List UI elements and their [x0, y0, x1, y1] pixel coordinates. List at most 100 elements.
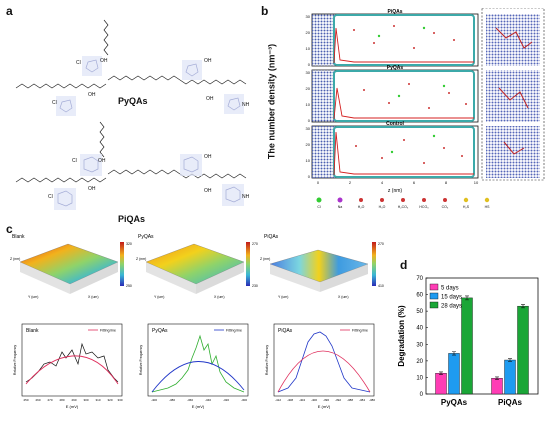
y-tick-label: 30	[416, 342, 423, 348]
svg-text:-380: -380	[369, 398, 375, 402]
svg-text:230: 230	[252, 284, 258, 288]
svg-text:250: 250	[126, 284, 132, 288]
x-category-label: PyQAs	[441, 398, 468, 407]
svg-text:-408: -408	[287, 398, 293, 402]
legend-swatch	[429, 301, 439, 309]
svg-text:0: 0	[308, 174, 311, 179]
group-oh: OH	[100, 58, 108, 64]
svg-text:-300: -300	[241, 398, 247, 402]
histogram-pyqas: PyQAs Fitting line E (mV) Relative Frequ…	[139, 323, 249, 409]
group-nh: NH	[242, 194, 250, 200]
svg-text:Z (nm): Z (nm)	[10, 257, 20, 261]
bars	[435, 295, 529, 395]
svg-text:-384: -384	[359, 398, 365, 402]
svg-text:Fitting line: Fitting line	[352, 329, 368, 333]
svg-text:-360: -360	[187, 398, 193, 402]
group-oh: OH	[206, 96, 214, 102]
svg-text:PiQAs: PiQAs	[278, 328, 293, 334]
svg-text:300: 300	[83, 398, 88, 402]
svg-text:20: 20	[306, 142, 311, 147]
panel-b-ylabel: The number density (nm⁻³)	[266, 43, 277, 160]
svg-text:Cl: Cl	[317, 205, 321, 209]
svg-text:E (mV): E (mV)	[318, 404, 331, 409]
svg-text:Blank: Blank	[26, 328, 39, 334]
svg-text:2: 2	[349, 180, 352, 185]
svg-text:Na: Na	[338, 205, 343, 209]
y-tick-label: 70	[416, 276, 423, 282]
svg-text:PiQAs: PiQAs	[264, 234, 279, 240]
sim-box-piqas	[311, 13, 479, 67]
svg-text:X (um): X (um)	[88, 295, 99, 299]
svg-text:-380: -380	[169, 398, 175, 402]
svg-text:4: 4	[381, 180, 384, 185]
legend-label: 5 days	[441, 286, 459, 292]
sim-box-control	[311, 125, 479, 179]
svg-text:Z (nm): Z (nm)	[136, 257, 146, 261]
svg-text:H₂CO₃: H₂CO₃	[398, 205, 409, 209]
panel-c-label: c	[6, 222, 13, 236]
legend: 5 days 15 days 28 days	[429, 283, 462, 310]
svg-text:Blank: Blank	[12, 234, 25, 240]
legend-label: 15 days	[441, 295, 462, 301]
y-tick-label: 10	[416, 375, 423, 381]
svg-text:0: 0	[317, 180, 320, 185]
piqas-ester-chain	[107, 169, 181, 175]
svg-text:410: 410	[378, 284, 384, 288]
surface-piqas: PiQAs 270 410 Y (um) X (um) Z (nm)	[260, 234, 384, 299]
piqas-tail-chain	[99, 121, 105, 158]
sim-label-pyqas: PyQAs	[387, 65, 404, 71]
svg-text:Y (um): Y (um)	[154, 295, 164, 299]
error-bar	[521, 304, 525, 309]
svg-text:Relative Frequency: Relative Frequency	[139, 345, 143, 375]
bar	[461, 297, 473, 395]
svg-text:30: 30	[306, 70, 311, 75]
molecule-label-piqas: PiQAs	[118, 214, 146, 224]
panel-c-figures: Blank 320 250 Y (um) X (um) Z (nm) PyQAs…	[10, 234, 384, 409]
y-axis-label: Degradation (%)	[397, 305, 406, 367]
svg-text:-400: -400	[311, 398, 317, 402]
legend-swatch	[429, 292, 439, 300]
group-oh: OH	[88, 186, 96, 192]
panel-b-simulation: PiQAs PyQAs Control 0 10 20 30 0 10 20 3…	[306, 8, 545, 194]
svg-text:270: 270	[378, 242, 384, 246]
pyqas-tail-chain	[103, 19, 109, 56]
svg-text:-400: -400	[151, 398, 157, 402]
group-oh: OH	[204, 188, 212, 194]
pyqas-right-chain	[179, 79, 247, 85]
legend-markers	[316, 197, 490, 203]
zoom-piqas	[486, 14, 540, 66]
svg-text:H₂S: H₂S	[463, 205, 470, 209]
pyqas-left-chain	[15, 83, 107, 89]
error-bar	[452, 351, 456, 356]
panel-b-xlabel: z (nm)	[388, 188, 403, 194]
svg-text:PyQAs: PyQAs	[138, 234, 154, 240]
group-oh: OH	[204, 58, 212, 64]
piqas-left-chain	[15, 177, 107, 183]
svg-text:330: 330	[117, 398, 122, 402]
svg-text:Y (um): Y (um)	[28, 295, 38, 299]
svg-text:290: 290	[71, 398, 76, 402]
bar	[448, 353, 460, 395]
svg-text:260: 260	[35, 398, 40, 402]
sim-box-pyqas	[311, 69, 479, 123]
svg-text:Relative Frequency: Relative Frequency	[13, 345, 17, 375]
svg-text:Fitting line: Fitting line	[226, 329, 242, 333]
bar	[504, 359, 516, 395]
svg-text:-396: -396	[323, 398, 329, 402]
error-bar	[495, 376, 499, 380]
group-oh: OH	[88, 92, 96, 98]
y-tick-label: 20	[416, 359, 423, 365]
svg-text:H₃O: H₃O	[379, 205, 386, 209]
svg-text:20: 20	[306, 30, 311, 35]
svg-text:HS: HS	[485, 205, 491, 209]
svg-text:320: 320	[126, 242, 132, 246]
svg-text:270: 270	[47, 398, 52, 402]
plot-frame	[425, 277, 539, 395]
svg-text:280: 280	[59, 398, 64, 402]
pyqas-ester-chain	[107, 75, 181, 81]
y-ticks: 0 10 20 30 40 50 60 70	[416, 276, 428, 398]
svg-text:0: 0	[308, 118, 311, 123]
svg-text:10: 10	[306, 158, 311, 163]
group-cl: Cl	[52, 100, 57, 106]
zoom-control	[486, 126, 540, 178]
